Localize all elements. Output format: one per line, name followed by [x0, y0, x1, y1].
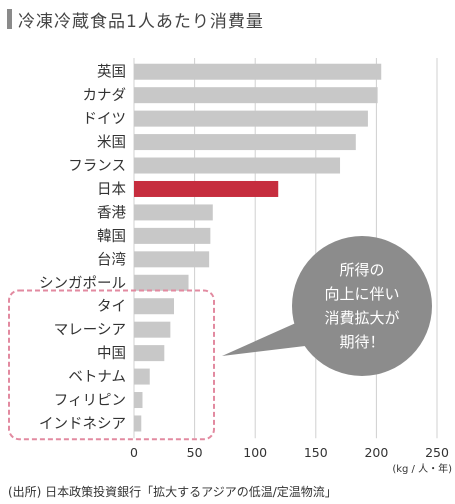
x-tick-label: 200: [364, 445, 388, 460]
bar: [134, 134, 356, 151]
callout-line: 向上に伴い: [324, 285, 399, 303]
chart-title: 冷凍冷蔵食品1人あたり消費量: [18, 11, 264, 32]
bar: [134, 63, 382, 80]
bar: [134, 204, 213, 221]
category-label: 日本: [97, 181, 126, 198]
callout-line: 所得の: [339, 261, 384, 279]
x-tick-label: 250: [425, 445, 449, 460]
category-label: カナダ: [83, 87, 127, 104]
source-note: (出所) 日本政策投資銀行「拡大するアジアの低温/定温物流」: [8, 485, 337, 499]
callout-line: 消費拡大が: [324, 309, 399, 327]
category-label: 韓国: [97, 228, 126, 245]
category-label: フランス: [68, 159, 126, 175]
bar: [134, 392, 143, 409]
bar-chart: 英国カナダドイツ米国フランス日本香港韓国台湾シンガポールタイマレーシア中国ベトナ…: [8, 58, 452, 475]
category-label: 米国: [97, 134, 126, 151]
category-label: フィリピン: [54, 392, 126, 409]
bar: [134, 227, 211, 244]
category-label: インドネシア: [39, 415, 126, 432]
category-label: 中国: [97, 345, 126, 362]
bar: [134, 298, 174, 315]
unit-label: (kg / 人・年): [392, 462, 452, 475]
bar: [134, 251, 210, 268]
bar: [134, 110, 368, 127]
category-label: 台湾: [97, 251, 126, 268]
category-label: 香港: [97, 204, 126, 221]
bar: [134, 321, 171, 338]
category-label: シンガポール: [39, 275, 126, 292]
bar: [134, 274, 189, 291]
asia-highlight-box: [8, 289, 215, 441]
category-label: ベトナム: [68, 370, 126, 386]
x-tick-label: 100: [243, 445, 267, 460]
x-tick-label: 150: [304, 445, 328, 460]
callout-line: 期待！: [339, 333, 384, 351]
bar: [134, 157, 341, 174]
title-marker: [7, 9, 12, 29]
category-label: ドイツ: [83, 112, 127, 128]
x-tick-label: 50: [187, 445, 203, 460]
bar: [134, 368, 150, 385]
title-area: 冷凍冷蔵食品1人あたり消費量: [7, 8, 264, 32]
bar: [134, 415, 142, 432]
category-label: マレーシア: [54, 323, 126, 339]
bar: [134, 345, 165, 362]
callout-bubble: [292, 236, 432, 376]
x-tick-label: 0: [130, 445, 138, 460]
category-label: 英国: [97, 63, 126, 81]
bar: [134, 180, 279, 197]
callout-tail: [222, 322, 305, 356]
category-label: タイ: [97, 298, 126, 315]
bar: [134, 87, 378, 104]
